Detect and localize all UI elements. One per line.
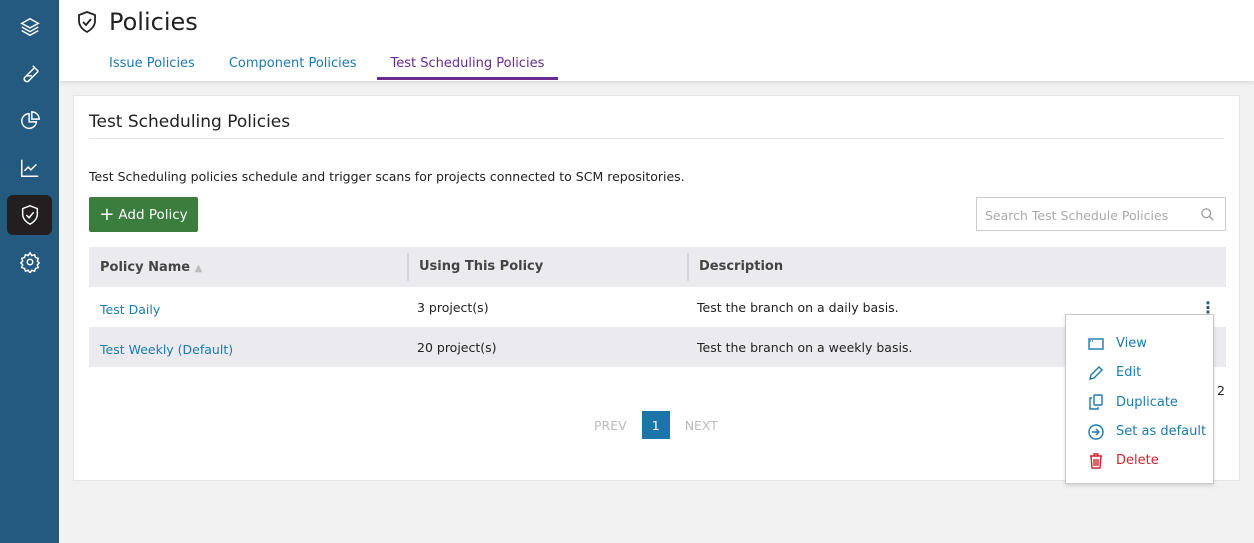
column-description: Description	[687, 253, 1226, 281]
column-policy-name[interactable]: Policy Name ▲	[100, 259, 203, 275]
nav-settings[interactable]	[7, 242, 52, 282]
layers-icon	[19, 17, 40, 37]
page-1-button[interactable]: 1	[641, 411, 670, 439]
add-policy-button[interactable]: + Add Policy	[89, 197, 198, 232]
plus-icon: +	[99, 204, 115, 225]
pencil-icon	[1089, 365, 1103, 380]
nav-test[interactable]	[7, 54, 52, 94]
page-header: Policies Issue Policies Component Polici…	[59, 0, 1254, 81]
table-row: Test Weekly (Default) 20 project(s) Test…	[89, 327, 1226, 367]
policy-description: Test the branch on a daily basis.	[697, 299, 899, 315]
nav-layers[interactable]	[7, 7, 52, 47]
tab-component-policies[interactable]: Component Policies	[228, 56, 357, 71]
shield-check-icon	[78, 11, 96, 34]
row-actions-menu: View Edit Duplicate Set as default Delet…	[1065, 314, 1214, 484]
menu-item-view[interactable]: View	[1066, 329, 1213, 358]
search-input[interactable]: Search Test Schedule Policies	[976, 197, 1226, 231]
tab-test-scheduling-policies[interactable]: Test Scheduling Policies	[376, 52, 559, 80]
menu-item-delete[interactable]: Delete	[1066, 446, 1213, 475]
search-icon[interactable]	[1200, 207, 1215, 222]
policy-using: 3 project(s)	[417, 299, 489, 315]
sort-asc-icon[interactable]: ▲	[194, 262, 203, 274]
nav-trends[interactable]	[7, 148, 52, 188]
arrow-circle-icon	[1088, 423, 1104, 440]
page-title-text: Policies	[109, 8, 198, 36]
menu-item-duplicate[interactable]: Duplicate	[1066, 388, 1213, 417]
policy-using: 20 project(s)	[417, 339, 497, 355]
page-title: Policies	[75, 8, 198, 36]
pagination: PREV 1 NEXT	[594, 411, 718, 439]
nav-reports[interactable]	[7, 101, 52, 141]
trash-icon	[1090, 453, 1102, 469]
more-actions-icon[interactable]: ⋮	[1200, 297, 1216, 317]
tab-issue-policies[interactable]: Issue Policies	[109, 56, 195, 71]
add-policy-label: Add Policy	[118, 206, 188, 223]
divider	[89, 138, 1224, 139]
prev-button[interactable]: PREV	[594, 417, 627, 433]
section-description: Test Scheduling policies schedule and tr…	[89, 169, 685, 184]
policy-description: Test the branch on a weekly basis.	[697, 339, 913, 355]
nav-policies[interactable]	[7, 195, 52, 235]
window-icon	[1088, 337, 1104, 350]
gear-icon	[19, 251, 40, 273]
test-tube-icon	[23, 65, 39, 83]
policy-name-link[interactable]: Test Weekly (Default)	[100, 341, 234, 357]
policy-name-link[interactable]: Test Daily	[100, 301, 161, 317]
menu-item-edit[interactable]: Edit	[1066, 358, 1213, 387]
table-header: Policy Name ▲ Using This Policy Descript…	[89, 247, 1226, 287]
shield-check-icon	[21, 205, 38, 225]
next-button[interactable]: NEXT	[684, 417, 718, 433]
menu-item-set-default[interactable]: Set as default	[1066, 417, 1213, 446]
copy-icon	[1089, 394, 1103, 410]
sidebar	[0, 0, 59, 543]
policies-card: Test Scheduling Policies Test Scheduling…	[73, 95, 1240, 481]
tabs: Issue Policies Component Policies Test S…	[95, 52, 564, 80]
search-placeholder: Search Test Schedule Policies	[985, 208, 1169, 223]
policies-table: Policy Name ▲ Using This Policy Descript…	[89, 247, 1226, 367]
section-title: Test Scheduling Policies	[89, 112, 291, 132]
trend-chart-icon	[20, 159, 38, 177]
pie-chart-icon	[20, 111, 40, 130]
column-using: Using This Policy	[407, 253, 687, 281]
table-row: Test Daily 3 project(s) Test the branch …	[89, 287, 1226, 327]
